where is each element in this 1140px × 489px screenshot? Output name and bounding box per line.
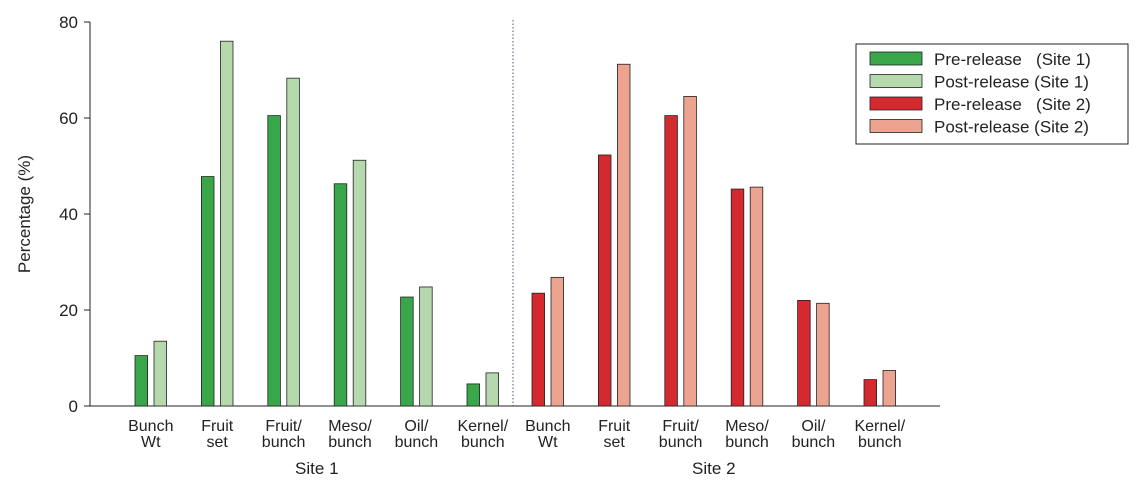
bar [485, 372, 500, 407]
y-tick-label: 60 [59, 109, 78, 128]
x-tick-label: Wt [538, 434, 558, 451]
y-tick-label: 80 [59, 13, 78, 32]
x-tick-label: bunch [328, 434, 372, 451]
y-tick-label: 40 [59, 205, 78, 224]
bar [419, 286, 433, 407]
bar [134, 355, 149, 407]
bar [286, 77, 300, 407]
x-tick-label: Fruit/ [662, 418, 699, 435]
x-tick-label: Fruit [201, 418, 234, 435]
x-tick-label: Kernel/ [854, 418, 905, 435]
x-tick-label: set [207, 434, 229, 451]
bar [863, 379, 878, 407]
legend-swatch [869, 96, 923, 111]
x-tick-label: bunch [262, 434, 306, 451]
y-tick-label: 0 [69, 397, 78, 416]
group-label: Site 1 [295, 459, 338, 478]
x-tick-label: Meso/ [328, 418, 372, 435]
bar [219, 40, 234, 407]
bar [466, 383, 481, 407]
x-tick-label: Oil/ [801, 418, 826, 435]
x-tick-label: Fruit/ [265, 418, 302, 435]
legend-label: Pre-release (Site 2) [934, 95, 1091, 114]
bar [882, 370, 897, 407]
legend-swatch [869, 74, 923, 88]
bar [664, 115, 678, 407]
x-tick-label: bunch [461, 434, 505, 451]
y-axis-title: Percentage (%) [15, 155, 34, 273]
bar [352, 159, 367, 407]
bar [816, 302, 830, 407]
x-tick-label: bunch [725, 434, 769, 451]
x-tick-labels: BunchWtFruitsetFruit/bunchMeso/bunchOil/… [128, 418, 906, 478]
x-tick-label: Meso/ [725, 418, 769, 435]
bar [683, 96, 697, 407]
x-tick-label: bunch [858, 434, 902, 451]
bar [333, 183, 348, 407]
bar [267, 115, 281, 407]
x-tick-label: Oil/ [404, 418, 429, 435]
x-tick-label: Fruit [598, 418, 631, 435]
bar [598, 154, 612, 407]
x-tick-label: bunch [659, 434, 703, 451]
group-label: Site 2 [692, 459, 735, 478]
bar [730, 188, 745, 407]
bar [400, 296, 414, 407]
legend-swatch [869, 119, 923, 133]
y-tick-label: 20 [59, 301, 78, 320]
legend-label: Pre-release (Site 1) [934, 50, 1091, 69]
x-tick-label: set [604, 434, 626, 451]
legend-label: Post-release (Site 2) [934, 118, 1089, 137]
bar [617, 63, 631, 407]
legend-label: Post-release (Site 1) [934, 73, 1089, 92]
legend[interactable]: Pre-release (Site 1) Post-release (Site 1… [855, 43, 1129, 145]
x-tick-label: bunch [395, 434, 439, 451]
bar [200, 176, 215, 407]
x-tick-label: bunch [792, 434, 836, 451]
x-tick-label: Bunch [128, 418, 173, 435]
bar [153, 340, 168, 407]
bar [797, 299, 811, 407]
x-tick-label: Bunch [525, 418, 570, 435]
x-tick-label: Wt [141, 434, 161, 451]
bars [134, 40, 897, 407]
x-tick-label: Kernel/ [457, 418, 508, 435]
bar [749, 186, 764, 407]
legend-swatch [869, 51, 923, 66]
bar [550, 276, 565, 407]
bar [531, 292, 546, 407]
